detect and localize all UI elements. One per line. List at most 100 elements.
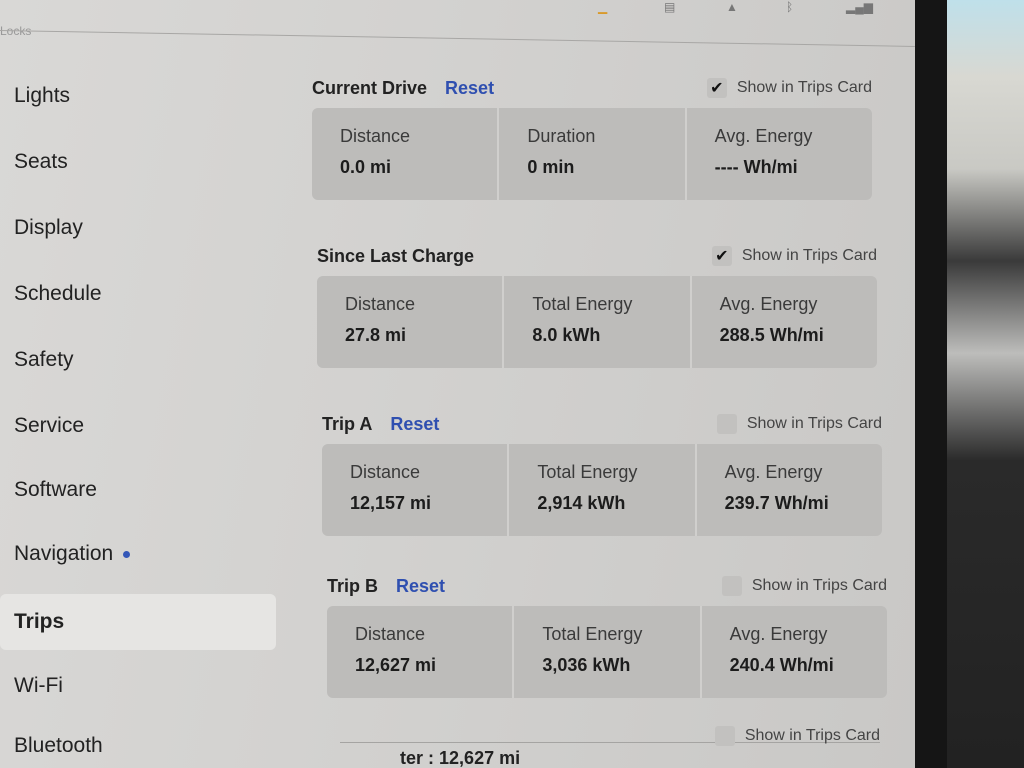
trip-section-since-last-charge: Since Last Charge ✔ Show in Trips Card Dist… [317,240,877,368]
sidebar-item-safety[interactable]: Safety [0,332,276,388]
stat-value: 240.4 Wh/mi [729,655,834,675]
section-title: Trip A [322,413,373,434]
reset-button[interactable]: Reset [445,77,495,98]
checkbox[interactable]: ✔ [711,246,732,266]
stat-cell: Total Energy 8.0 kWh [504,276,692,368]
section-header: Trip A Reset Show in Trips Card [322,408,882,440]
checkbox[interactable]: ✔ [706,78,727,98]
reset-button[interactable]: Reset [396,575,446,596]
stat-cell: Distance 12,157 mi [322,444,510,536]
odometer-value: 12,627 mi [439,748,521,768]
sidebar-item-label: Lights [14,84,71,107]
sidebar-item-bluetooth[interactable]: Bluetooth [0,718,276,768]
sidebar-item-label: Trips [14,610,65,633]
stat-value: 3,036 kWh [542,655,631,675]
sidebar-item-lights[interactable]: Lights [0,68,276,124]
sidebar-item-wifi[interactable]: Wi-Fi [0,658,276,714]
stat-label: Total Energy [542,624,643,644]
show-in-trips-card-toggle[interactable]: ✔ Show in Trips Card [711,246,877,266]
stat-label: Avg. Energy [714,126,813,146]
sidebar-item-label: Bluetooth [14,734,103,757]
screen-bezel [915,0,947,768]
stat-label: Distance [340,126,411,146]
stat-cell: Total Energy 2,914 kWh [509,444,697,536]
show-in-trips-card-toggle[interactable]: ✔ Show in Trips Card [706,78,872,98]
odometer-show-in-trips-card[interactable]: Show in Trips Card [714,726,880,746]
show-in-trips-card-toggle[interactable]: Show in Trips Card [716,414,882,434]
stat-label: Distance [355,624,426,644]
odometer-label: ter : [400,748,435,768]
sidebar-item-software[interactable]: Software [0,462,276,518]
stat-label: Total Energy [537,462,638,482]
stat-label: Distance [345,294,416,314]
stat-label: Avg. Energy [724,462,823,482]
sidebar-item-label: Software [14,478,97,501]
stat-value: 2,914 kWh [537,493,626,513]
stat-value: 8.0 kWh [532,325,601,345]
stat-label: Avg. Energy [729,624,828,644]
signal-icon: ▂▄▆ [846,0,873,14]
stat-value: 0.0 mi [340,157,392,177]
checkbox[interactable] [716,414,737,434]
checkmark-icon: ✔ [715,248,729,265]
sidebar-item-trips[interactable]: Trips [0,594,276,650]
notification-dot [123,550,131,558]
checkbox[interactable] [721,576,742,596]
stat-value: ---- Wh/mi [714,157,798,177]
trip-section-current-drive: Current Drive Reset ✔ Show in Trips Card Dis… [312,72,872,200]
section-title: Since Last Charge [317,245,475,266]
stat-value: 0 min [527,157,575,177]
tesla-screen: ▁ ▤ ▲ ᛒ ▂▄▆ Locks Lights Seats Display Sche… [0,0,915,768]
odometer: ter : 12,627 mi [400,748,520,768]
section-header: Trip B Reset Show in Trips Card [327,570,887,602]
stats-card: Distance 12,157 mi Total Energy 2,914 kWh Av… [322,444,882,536]
stat-value: 288.5 Wh/mi [719,325,824,345]
stat-label: Distance [350,462,421,482]
stat-cell: Total Energy 3,036 kWh [514,606,702,698]
stat-value: 12,157 mi [350,493,432,513]
stat-value: 239.7 Wh/mi [724,493,829,513]
stat-cell: Distance 12,627 mi [327,606,515,698]
show-label: Show in Trips Card [744,727,880,744]
stat-cell: Distance 27.8 mi [317,276,505,368]
stat-label: Avg. Energy [719,294,818,314]
stat-cell: Avg. Energy 239.7 Wh/mi [697,444,882,536]
status-bar: ▁ ▤ ▲ ᛒ ▂▄▆ [0,0,915,22]
show-label: Show in Trips Card [741,247,877,264]
reset-button[interactable]: Reset [390,413,440,434]
stat-cell: Avg. Energy 288.5 Wh/mi [692,276,877,368]
sidebar-item-label: Seats [14,150,68,173]
show-label: Show in Trips Card [746,415,882,432]
stat-cell: Distance 0.0 mi [312,108,500,200]
sidebar-item-label: Wi-Fi [14,674,63,697]
trip-section-trip-a: Trip A Reset Show in Trips Card Distance 12,… [322,408,882,536]
stat-label: Total Energy [532,294,633,314]
sidebar-item-seats[interactable]: Seats [0,134,276,190]
sidebar-item-navigation[interactable]: Navigation [0,526,276,582]
sidebar-item-label: Schedule [14,282,102,305]
stat-label: Duration [527,126,596,146]
stat-cell: Duration 0 min [499,108,687,200]
sidebar-item-display[interactable]: Display [0,200,276,256]
bluetooth-icon: ᛒ [786,0,794,14]
sidebar-item-service[interactable]: Service [0,398,276,454]
show-label: Show in Trips Card [751,577,887,594]
stat-cell: Avg. Energy 240.4 Wh/mi [702,606,887,698]
checkmark-icon: ✔ [710,80,724,97]
show-in-trips-card-toggle[interactable]: Show in Trips Card [721,576,887,596]
download-icon: ▁ [598,0,608,14]
section-header: Current Drive Reset ✔ Show in Trips Card [312,72,872,104]
sidebar-item-schedule[interactable]: Schedule [0,266,276,322]
car-interior-background [947,0,1024,768]
checkbox[interactable] [714,726,735,746]
show-label: Show in Trips Card [736,79,872,96]
section-header: Since Last Charge ✔ Show in Trips Card [317,240,877,272]
stat-value: 27.8 mi [345,325,407,345]
sidebar-item-label: Safety [14,348,74,371]
trip-section-trip-b: Trip B Reset Show in Trips Card Distance 12,… [327,570,887,698]
stat-value: 12,627 mi [355,655,437,675]
divider [340,742,880,743]
stats-card: Distance 0.0 mi Duration 0 min Avg. Energy --… [312,108,872,200]
document-icon: ▤ [664,0,676,14]
sidebar-item-label: Display [14,216,83,239]
